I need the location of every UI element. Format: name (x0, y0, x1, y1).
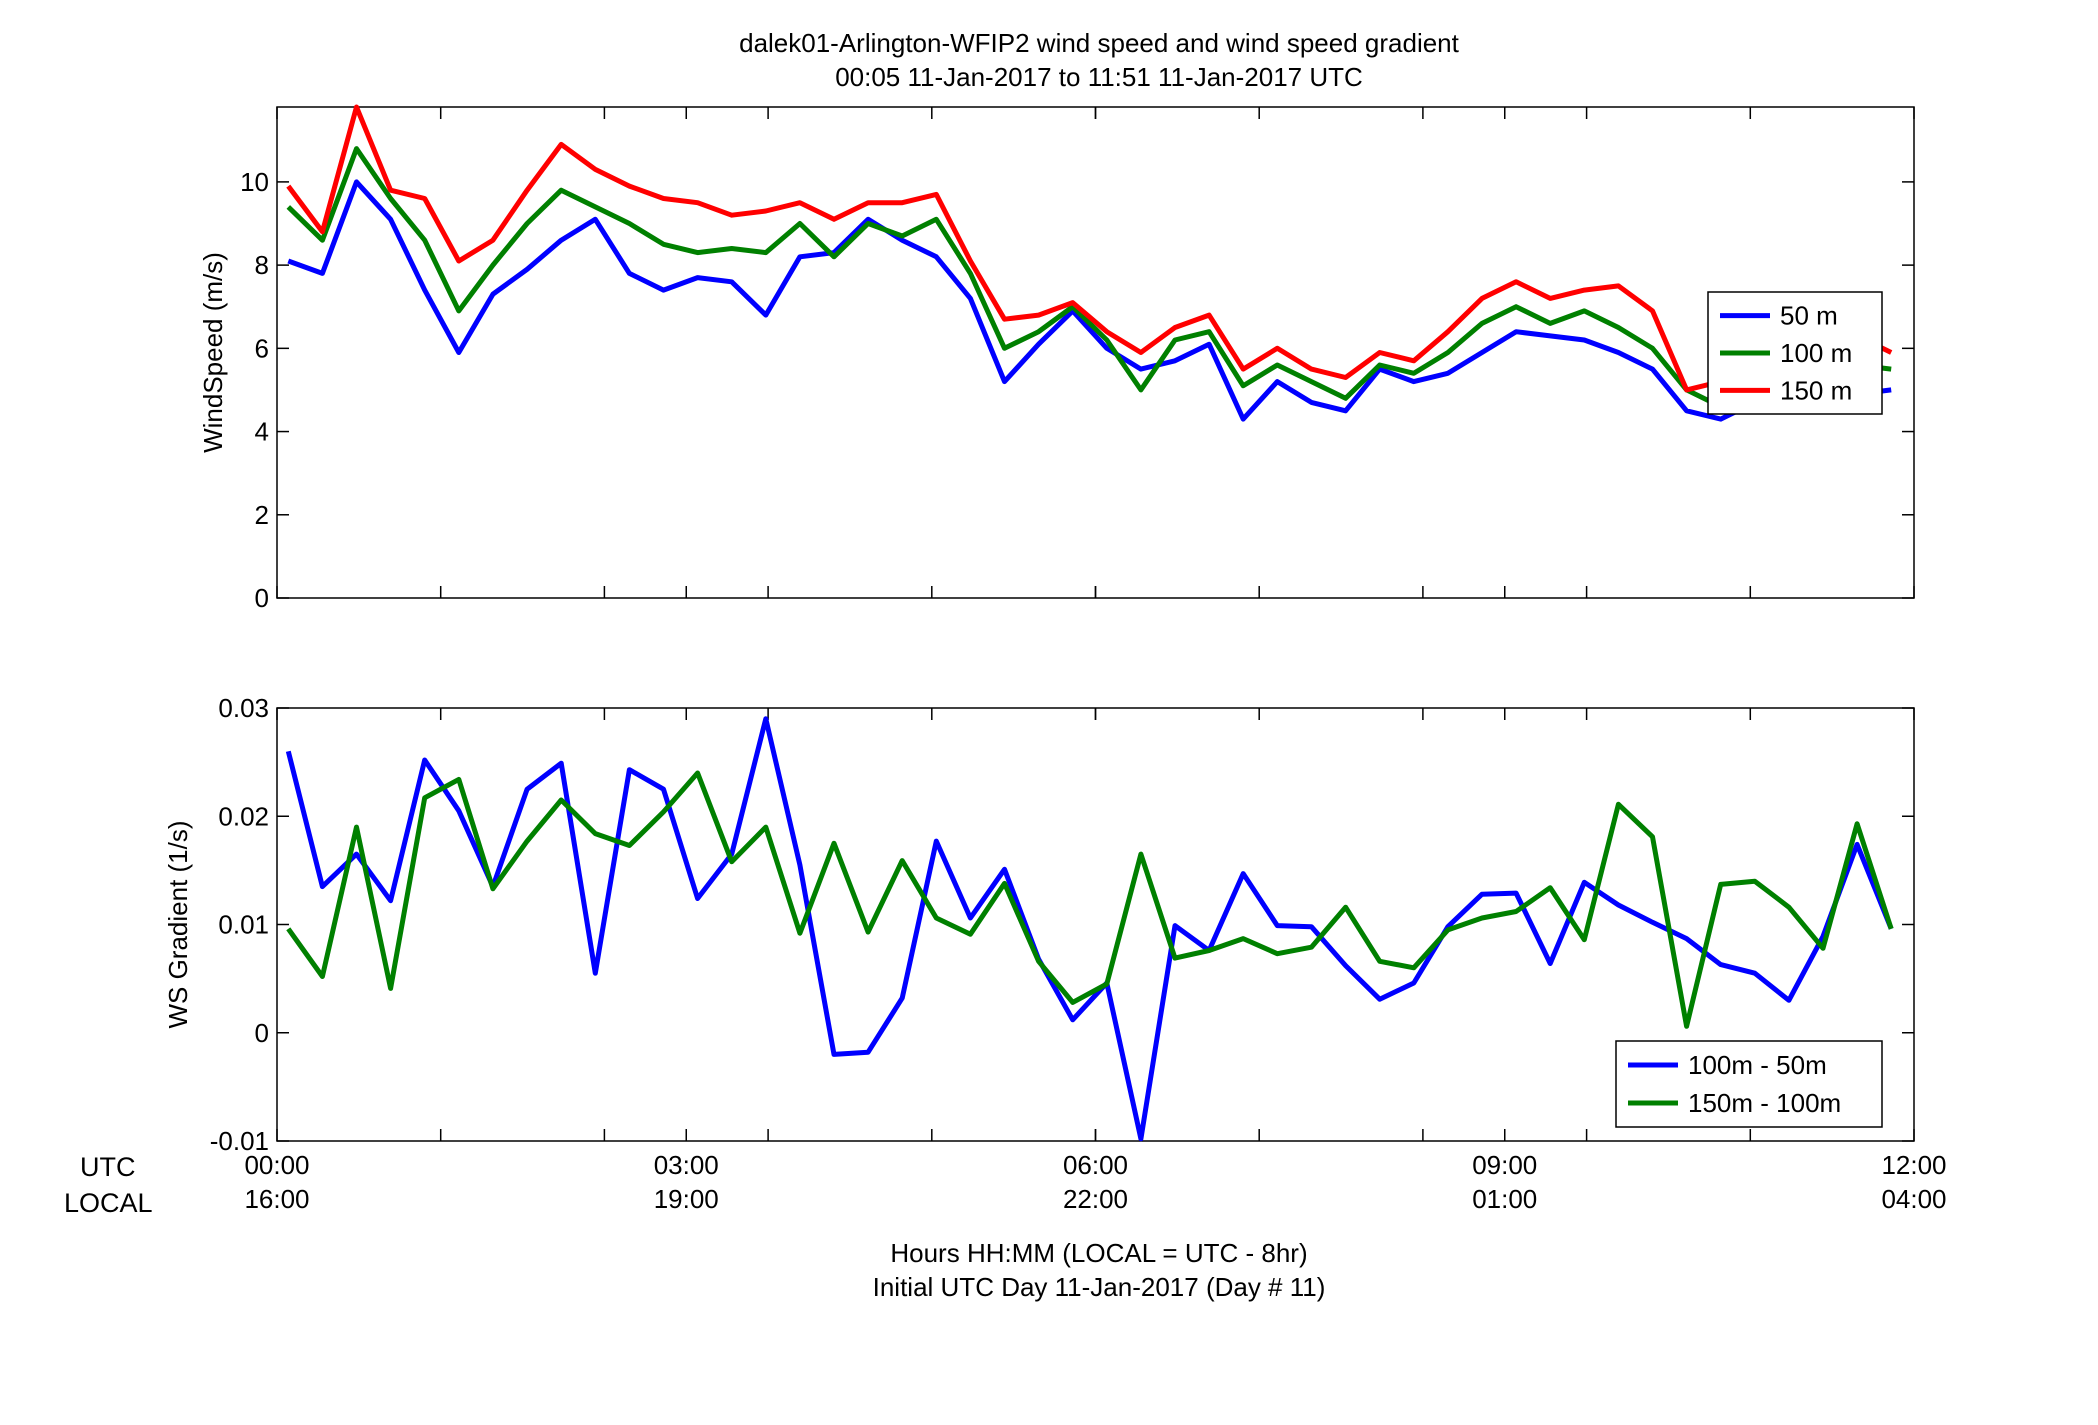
x-tick-label-local: 22:00 (1063, 1184, 1128, 1214)
chart-title-line1: dalek01-Arlington-WFIP2 wind speed and w… (739, 28, 1459, 58)
y-tick-label: 8 (255, 250, 269, 280)
utc-row-label: UTC (80, 1152, 136, 1182)
legend-label: 100 m (1780, 338, 1852, 368)
x-tick-label-utc: 00:00 (244, 1150, 309, 1180)
y-tick-label: 4 (255, 417, 269, 447)
x-tick-label-utc: 12:00 (1881, 1150, 1946, 1180)
y-tick-label: 10 (240, 167, 269, 197)
series-line-150m-100m (286, 770, 1894, 1029)
x-tick-label-local: 01:00 (1472, 1184, 1537, 1214)
x-tick-label-utc: 09:00 (1472, 1150, 1537, 1180)
legend-label: 150 m (1780, 375, 1852, 405)
x-tick-label-local: 19:00 (654, 1184, 719, 1214)
y-axis-label: WindSpeed (m/s) (198, 252, 228, 453)
x-tick-label-utc: 06:00 (1063, 1150, 1128, 1180)
series-line-50-m (287, 179, 1892, 422)
legend-label: 50 m (1780, 301, 1838, 331)
y-tick-label: 0.03 (218, 693, 269, 723)
y-tick-label: 0 (255, 1018, 269, 1048)
local-row-label: LOCAL (64, 1188, 153, 1218)
series-line-100m-50m (285, 716, 1894, 1142)
y-axis-label: WS Gradient (1/s) (163, 820, 193, 1028)
chart-title-line2: 00:05 11-Jan-2017 to 11:51 11-Jan-2017 U… (835, 62, 1363, 92)
y-tick-label: -0.01 (210, 1126, 269, 1156)
legend-box-2 (1615, 1040, 1883, 1128)
y-tick-label: 0.01 (218, 910, 269, 940)
x-axis-label-line2: Initial UTC Day 11-Jan-2017 (Day # 11) (872, 1272, 1326, 1302)
x-tick-label-utc: 03:00 (654, 1150, 719, 1180)
legend-label: 150m - 100m (1688, 1088, 1841, 1118)
x-axis-label-line1: Hours HH:MM (LOCAL = UTC - 8hr) (890, 1238, 1308, 1268)
y-tick-label: 2 (255, 500, 269, 530)
plot-area-1 (276, 106, 1915, 599)
y-tick-label: 0.02 (218, 801, 269, 831)
series-line-100-m (286, 146, 1892, 410)
x-tick-label-local: 04:00 (1881, 1184, 1946, 1214)
x-tick-label-local: 16:00 (244, 1184, 309, 1214)
y-tick-label: 0 (255, 583, 269, 613)
legend-label: 100m - 50m (1688, 1050, 1827, 1080)
y-tick-label: 6 (255, 333, 269, 363)
series-line-150-m (286, 104, 1893, 393)
